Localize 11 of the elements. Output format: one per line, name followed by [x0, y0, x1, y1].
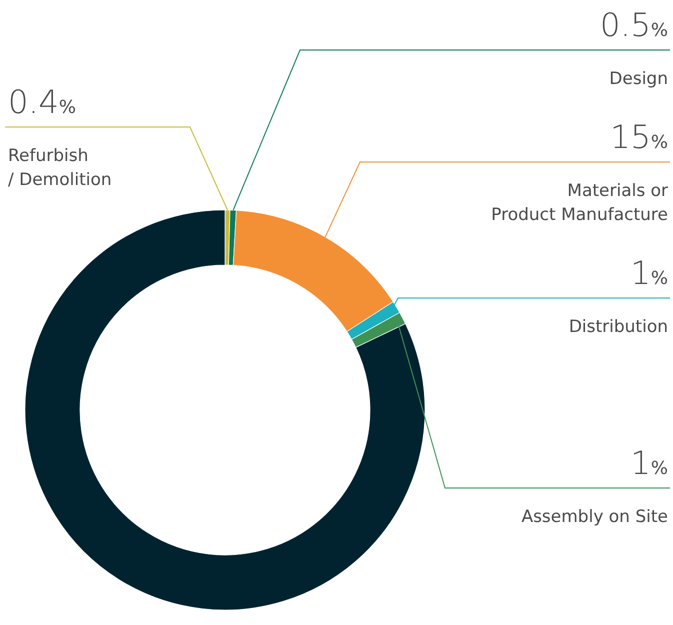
data-label: 1%: [630, 444, 668, 482]
slice-label: Distribution: [568, 317, 668, 337]
data-label: 0.5%: [600, 6, 668, 44]
donut-slice: [24, 210, 425, 610]
slice-label: Refurbish / Demolition: [8, 146, 112, 190]
data-label: 0.4%: [8, 83, 76, 121]
data-label: 1%: [630, 254, 668, 292]
slice-label: Design: [609, 69, 668, 89]
slice-label: Assembly on Site: [521, 507, 668, 527]
slice-label: Materials or Product Manufacture: [491, 181, 668, 225]
data-label: 15%: [610, 118, 668, 156]
